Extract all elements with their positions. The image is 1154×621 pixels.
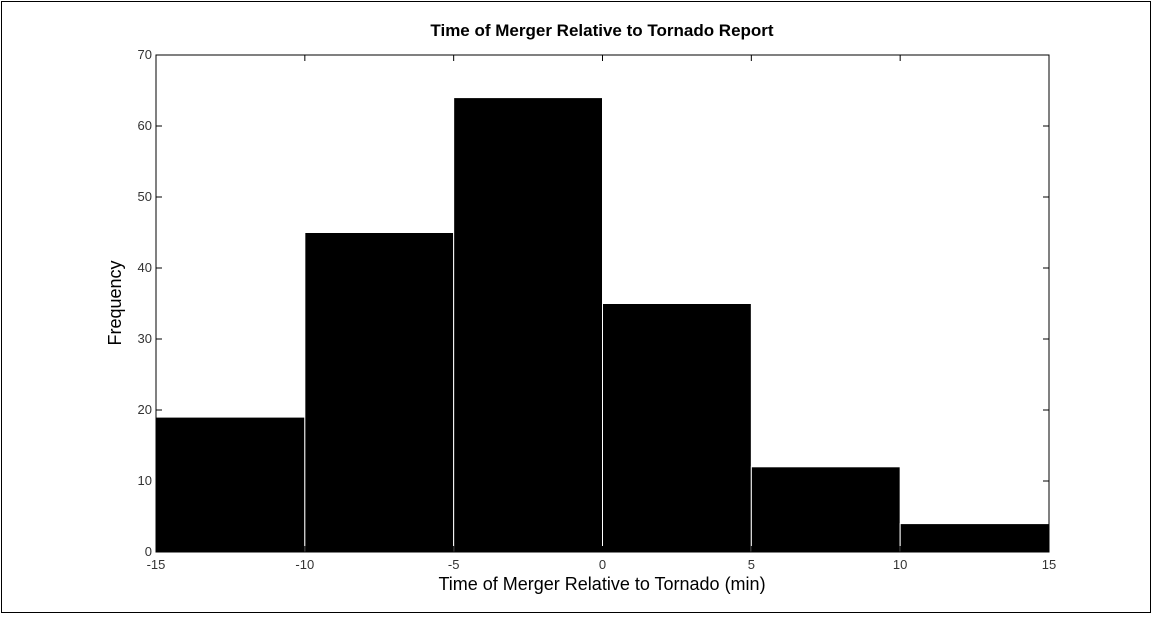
x-tick-label: 10	[893, 557, 907, 572]
x-tick-label: -15	[147, 557, 166, 572]
x-axis-label: Time of Merger Relative to Tornado (min)	[438, 574, 765, 594]
chart-title: Time of Merger Relative to Tornado Repor…	[430, 21, 774, 40]
y-tick-label: 50	[138, 189, 152, 204]
x-tick-label: 5	[748, 557, 755, 572]
y-tick-label: 0	[145, 544, 152, 559]
y-axis-label: Frequency	[105, 260, 125, 345]
y-tick-label: 70	[138, 47, 152, 62]
x-tick-label: 0	[599, 557, 606, 572]
y-tick-label: 30	[138, 331, 152, 346]
y-tick-label: 60	[138, 118, 152, 133]
y-tick-label: 10	[138, 473, 152, 488]
y-tick-label: 40	[138, 260, 152, 275]
x-tick-label: -5	[448, 557, 460, 572]
bars-layer	[155, 97, 1050, 553]
x-tick-label: -10	[295, 557, 314, 572]
ticks-layer: -15 -10 -5 0 5 10 15 0 10 20 30 40 50 60 70	[138, 47, 1057, 572]
x-tick-label: 15	[1042, 557, 1056, 572]
histogram-bar	[750, 466, 901, 553]
histogram-bar	[602, 303, 752, 553]
histogram-bar	[899, 523, 1050, 553]
y-tick-label: 20	[138, 402, 152, 417]
histogram-bar	[304, 232, 455, 553]
